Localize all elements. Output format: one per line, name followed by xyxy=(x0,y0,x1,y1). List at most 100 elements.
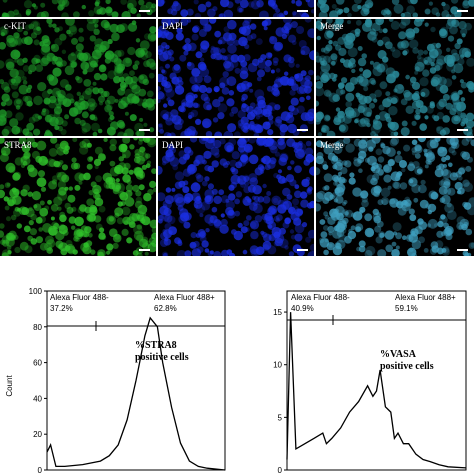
cell-nucleus xyxy=(400,98,408,106)
cell-nucleus xyxy=(88,85,95,92)
cell-nucleus xyxy=(316,86,325,97)
cell-nucleus xyxy=(136,129,145,136)
cell-nucleus xyxy=(166,215,176,225)
cell-nucleus xyxy=(177,118,184,126)
cell-nucleus xyxy=(248,154,259,165)
cell-nucleus xyxy=(435,83,444,92)
cell-texture xyxy=(158,0,314,17)
cell-nucleus xyxy=(93,158,102,166)
cell-nucleus xyxy=(113,76,121,84)
cell-nucleus xyxy=(11,76,21,86)
cell-nucleus xyxy=(162,161,167,166)
cell-nucleus xyxy=(372,173,380,181)
cell-nucleus xyxy=(335,222,346,233)
gate-neg-percent: 37.2% xyxy=(50,304,73,313)
cell-nucleus xyxy=(275,68,281,73)
cell-nucleus xyxy=(415,114,421,120)
cell-nucleus xyxy=(158,0,165,7)
cell-nucleus xyxy=(335,19,344,25)
cell-nucleus xyxy=(108,111,114,117)
cell-nucleus xyxy=(213,139,222,149)
cell-nucleus xyxy=(316,111,324,120)
cell-nucleus xyxy=(22,161,28,166)
cell-nucleus xyxy=(411,139,418,146)
cell-nucleus xyxy=(320,60,325,66)
cell-nucleus xyxy=(10,82,19,90)
cell-nucleus xyxy=(403,144,411,152)
cell-nucleus xyxy=(466,131,473,136)
cell-texture xyxy=(316,138,474,256)
cell-nucleus xyxy=(33,203,42,211)
cell-nucleus xyxy=(136,224,143,230)
cell-nucleus xyxy=(252,58,260,67)
cell-nucleus xyxy=(320,231,328,239)
cell-nucleus xyxy=(412,47,419,54)
cell-nucleus xyxy=(212,6,218,12)
cell-nucleus xyxy=(256,138,267,146)
cell-nucleus xyxy=(338,47,347,57)
cell-nucleus xyxy=(409,214,417,222)
cell-nucleus xyxy=(58,187,67,196)
cell-nucleus xyxy=(80,61,90,71)
cell-nucleus xyxy=(163,30,170,36)
cell-nucleus xyxy=(198,138,208,145)
cell-nucleus xyxy=(102,172,113,183)
cell-nucleus xyxy=(16,26,23,33)
cell-nucleus xyxy=(31,3,37,8)
cell-nucleus xyxy=(58,224,68,235)
cell-nucleus xyxy=(120,201,126,206)
cell-nucleus xyxy=(370,177,378,186)
cell-nucleus xyxy=(317,190,326,200)
cell-nucleus xyxy=(355,32,360,37)
cell-nucleus xyxy=(171,187,176,192)
cell-nucleus xyxy=(13,9,20,16)
gate-pos-name: Alexa Fluor 488+ xyxy=(154,293,215,302)
cell-nucleus xyxy=(46,158,55,167)
cell-nucleus xyxy=(144,33,151,40)
cell-nucleus xyxy=(249,88,254,93)
cell-nucleus xyxy=(165,187,172,193)
cell-nucleus xyxy=(287,165,292,171)
cell-nucleus xyxy=(296,26,305,34)
cell-nucleus xyxy=(412,12,418,17)
cell-nucleus xyxy=(164,214,173,223)
cell-nucleus xyxy=(294,223,305,234)
cell-nucleus xyxy=(94,146,103,155)
cell-nucleus xyxy=(451,75,457,80)
cell-nucleus xyxy=(136,13,141,17)
cell-nucleus xyxy=(208,19,217,24)
cell-nucleus xyxy=(261,155,271,165)
cell-nucleus xyxy=(109,138,118,146)
cell-nucleus xyxy=(148,72,155,79)
cell-nucleus xyxy=(362,69,372,78)
cell-nucleus xyxy=(189,241,197,249)
cell-nucleus xyxy=(430,241,439,249)
cell-nucleus xyxy=(364,157,370,163)
cell-nucleus xyxy=(41,110,46,116)
cell-nucleus xyxy=(460,28,468,36)
cell-nucleus xyxy=(78,36,85,43)
cell-nucleus xyxy=(343,7,350,14)
cell-nucleus xyxy=(215,53,223,61)
cell-nucleus xyxy=(308,69,314,76)
cell-nucleus xyxy=(82,70,88,75)
cell-nucleus xyxy=(14,246,21,254)
cell-nucleus xyxy=(190,138,198,143)
cell-nucleus xyxy=(138,184,145,191)
cell-nucleus xyxy=(457,110,463,116)
annotation-line-1: %STRA8 xyxy=(135,340,177,351)
cell-nucleus xyxy=(218,36,227,45)
cell-nucleus xyxy=(416,168,423,174)
cell-nucleus xyxy=(160,0,166,5)
cell-nucleus xyxy=(399,182,408,190)
cell-nucleus xyxy=(99,227,105,233)
cell-nucleus xyxy=(430,76,440,87)
cell-nucleus xyxy=(82,245,92,255)
cell-nucleus xyxy=(91,122,100,132)
cell-nucleus xyxy=(50,204,59,212)
cell-nucleus xyxy=(240,66,248,74)
cell-nucleus xyxy=(465,112,474,121)
cell-nucleus xyxy=(446,47,451,52)
annotation-line-2: positive cells xyxy=(380,361,434,372)
cell-nucleus xyxy=(288,61,295,68)
